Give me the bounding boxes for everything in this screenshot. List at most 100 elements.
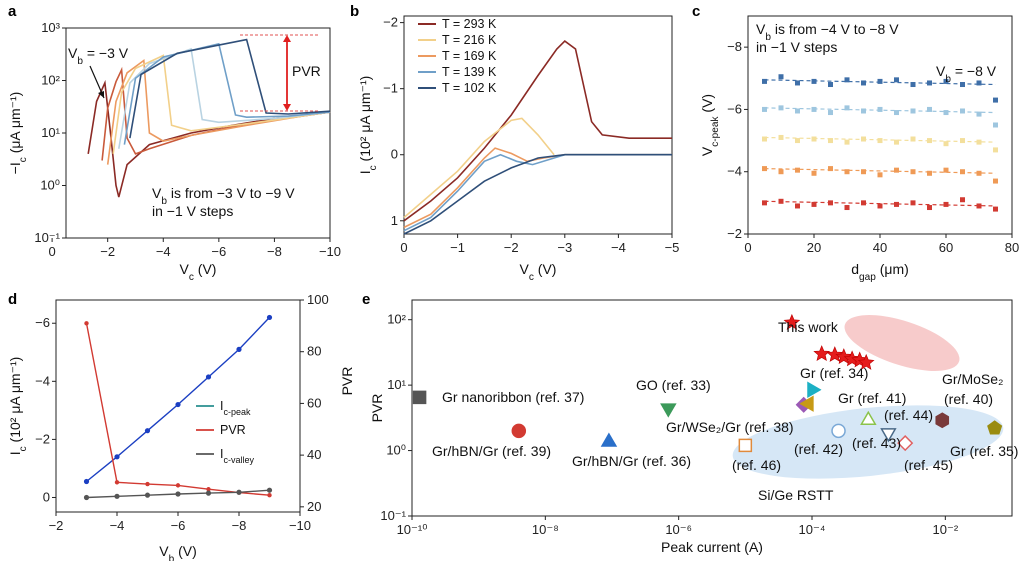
annotation-line1-c: Vb is from −4 V to −8 V xyxy=(756,21,899,43)
annotation-this-work: This work xyxy=(778,319,839,335)
data-point-c-3 xyxy=(877,106,883,112)
annotation-si-ge-rstt: Si/Ge RSTT xyxy=(758,487,834,503)
marker-e xyxy=(897,435,914,452)
y-tick-label-c: −4 xyxy=(727,164,742,179)
x-axis-label-a: Vc (V) xyxy=(180,261,217,283)
data-point-d-0 xyxy=(175,401,181,408)
point-label-e: Gr (ref. 41) xyxy=(838,390,906,406)
data-point-c-0 xyxy=(762,200,767,206)
data-point-c-4 xyxy=(943,78,949,84)
series-line-a-4 xyxy=(118,47,331,149)
y-tick-label-b: 1 xyxy=(391,213,398,228)
marker-this-work xyxy=(783,313,801,330)
point-label-e: Gr/hBN/Gr (ref. 39) xyxy=(432,443,551,459)
y-tick-label-d: −6 xyxy=(35,315,50,330)
y-tick-label-e: 10² xyxy=(387,312,406,327)
y-tick-label-a: 10² xyxy=(41,73,60,88)
x-tick-label-a: −4 xyxy=(156,244,171,259)
data-point-c-0 xyxy=(993,206,998,212)
data-point-c-1 xyxy=(844,169,850,175)
data-point-c-1 xyxy=(993,178,998,184)
data-point-c-3 xyxy=(894,110,899,116)
y-tick-label-d: −4 xyxy=(35,373,50,388)
y-tick-label-c: −2 xyxy=(727,226,742,241)
marker-e xyxy=(987,420,1003,435)
marker-e xyxy=(880,428,897,443)
data-point-c-0 xyxy=(976,203,982,209)
y-tick-label-a: 10¹ xyxy=(41,125,60,140)
y-tick-label-c: −6 xyxy=(727,101,742,116)
point-label-e: (ref. 40) xyxy=(944,391,993,407)
data-point-c-0 xyxy=(960,197,965,203)
point-label-e: Gr/WSe₂/Gr (ref. 38) xyxy=(666,419,794,435)
data-point-d-2 xyxy=(83,494,90,501)
pvr-arrowhead-top-a xyxy=(283,35,291,42)
data-point-c-4 xyxy=(861,80,866,86)
data-point-d-0 xyxy=(236,346,242,352)
y2-axis-label-d: PVR xyxy=(339,367,355,396)
chart-panel-b: 0 −1 −2 −3 −4 −510−1−2Vc (V)Ic (10² μA μm⁻¹)T… xyxy=(357,15,679,283)
chart-panel-c: 0 20 40 60 80 −2 −4 −6 −8 dgap (μm) Vc-peak (V) Vb … xyxy=(699,15,1019,283)
data-point-c-3 xyxy=(811,106,817,112)
data-point-c-0 xyxy=(894,201,899,207)
x-tick-label-e: 10⁻⁸ xyxy=(532,522,559,537)
data-point-d-2 xyxy=(205,490,212,496)
data-point-c-1 xyxy=(943,167,949,173)
x-tick-label-b: −1 xyxy=(450,240,465,255)
annotation-line2-c: in −1 V steps xyxy=(756,39,837,55)
x-tick-label-b: −3 xyxy=(557,240,572,255)
marker-e xyxy=(600,432,618,447)
data-point-c-4 xyxy=(778,74,784,80)
annotation-vb-c: Vb = −8 V xyxy=(936,63,997,85)
series-line-a-5 xyxy=(123,42,331,145)
x-tick-label-e: 10⁻⁴ xyxy=(799,522,826,537)
point-label-e: (ref. 46) xyxy=(732,457,781,473)
data-point-c-0 xyxy=(877,203,883,209)
point-label-e: Gr/hBN/Gr (ref. 36) xyxy=(572,453,691,469)
x-tick-label-d: −8 xyxy=(232,518,247,533)
pvr-arrowhead-bottom-a xyxy=(283,104,291,111)
data-point-c-0 xyxy=(844,205,850,211)
data-point-c-2 xyxy=(828,138,833,144)
data-point-d-1 xyxy=(175,483,181,488)
data-point-c-0 xyxy=(910,200,916,206)
data-point-c-4 xyxy=(828,82,833,88)
y-tick-label-e: 10⁰ xyxy=(386,443,406,458)
data-point-c-4 xyxy=(844,77,850,83)
x-tick-label-c: 20 xyxy=(807,240,821,255)
data-point-d-2 xyxy=(236,489,242,495)
series-line-b-1 xyxy=(403,117,555,219)
y2-tick-label-d: 40 xyxy=(307,447,321,462)
marker-e xyxy=(935,412,950,429)
legend-label-b: T = 102 K xyxy=(442,81,497,95)
data-point-d-2 xyxy=(114,493,120,499)
x-tick-label-a: 0 xyxy=(48,244,55,259)
x-tick-label-b: −4 xyxy=(611,240,626,255)
data-point-c-3 xyxy=(861,108,866,114)
data-point-c-3 xyxy=(844,105,850,111)
data-point-c-4 xyxy=(993,97,998,103)
data-point-c-3 xyxy=(960,108,965,114)
data-point-c-4 xyxy=(795,80,800,86)
x-tick-label-c: 40 xyxy=(873,240,887,255)
panel-label-b: b xyxy=(350,3,359,20)
panel-label-a: a xyxy=(8,3,17,20)
data-point-d-0 xyxy=(114,454,120,460)
data-point-c-3 xyxy=(762,106,767,112)
y-axis-label-b: Ic (10² μA μm⁻¹) xyxy=(357,76,379,175)
data-point-c-0 xyxy=(943,201,949,207)
x-tick-label-a: −6 xyxy=(211,244,226,259)
legend-label-b: T = 139 K xyxy=(442,65,497,79)
data-point-c-4 xyxy=(976,80,982,86)
legend-label-b: T = 169 K xyxy=(442,49,497,63)
plot-frame-b xyxy=(403,15,673,235)
y-axis-label-e: PVR xyxy=(369,394,385,423)
data-point-c-3 xyxy=(795,108,800,114)
data-point-c-3 xyxy=(778,105,784,111)
data-point-c-1 xyxy=(877,172,883,178)
data-point-c-1 xyxy=(795,167,800,173)
chart-panel-a: 0 −2 −4 −6 −8 −10 10⁻¹ 10⁰ 10¹ 10² 10³ Vc (V) −Ic (μ… xyxy=(7,20,341,283)
y-axis-label-c: Vc-peak (V) xyxy=(699,94,721,156)
data-point-d-1 xyxy=(267,492,272,498)
data-point-c-4 xyxy=(877,78,883,84)
